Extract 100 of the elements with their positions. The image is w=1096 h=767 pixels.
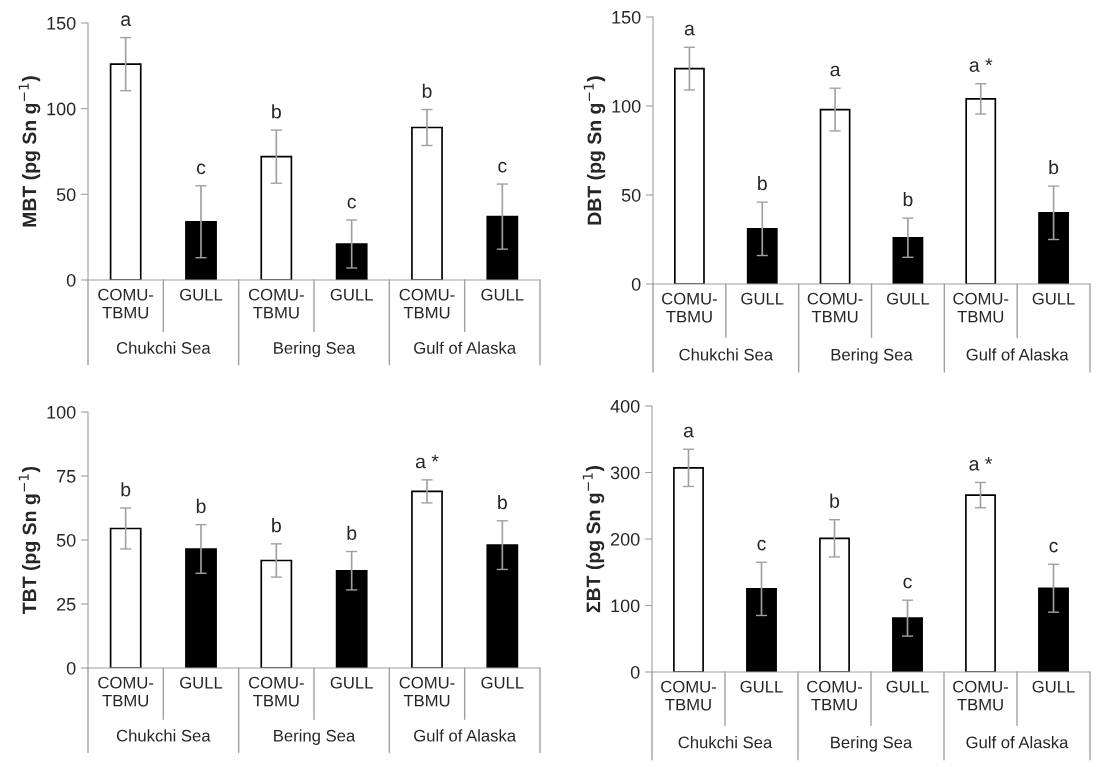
text: Chukchi Sea xyxy=(116,341,211,354)
bar xyxy=(746,227,778,284)
data-label: b xyxy=(498,494,507,510)
x-tick-label: GULL xyxy=(886,680,929,693)
x-tick-label: GULL xyxy=(180,288,223,301)
x-tick-label: COMU- TBMU xyxy=(661,680,716,711)
bar xyxy=(674,67,705,284)
x-tick-label: COMU- TBMU xyxy=(248,676,304,707)
text: Chukchi Sea xyxy=(679,348,774,361)
text: Bering Sea xyxy=(274,341,356,358)
y-tick-label: 0 xyxy=(630,665,640,679)
data-label: b xyxy=(272,518,281,533)
y-tick-label: 100 xyxy=(612,99,641,113)
data-label: c xyxy=(1049,541,1058,553)
bar xyxy=(965,98,997,284)
bar xyxy=(185,220,217,280)
y-tick-label: 100 xyxy=(611,599,640,613)
data-label: c xyxy=(347,197,357,209)
bar xyxy=(185,548,217,668)
x-tick-label: COMU- TBMU xyxy=(98,288,154,319)
bar xyxy=(335,569,368,668)
data-label: a xyxy=(683,426,694,438)
x-tick-label: COMU- TBMU xyxy=(953,680,1008,711)
y-tick-label: 0 xyxy=(66,661,76,675)
data-label: c xyxy=(903,577,912,589)
data-label: b xyxy=(830,493,840,508)
bar xyxy=(673,467,704,672)
data-label: a * xyxy=(969,457,993,471)
y-tick-label: 100 xyxy=(47,102,76,116)
x-tick-label: GULL xyxy=(180,676,223,689)
data-label: b xyxy=(121,482,131,497)
bar xyxy=(746,588,777,672)
y-tick-label: 50 xyxy=(56,533,76,547)
y-tick-label: 0 xyxy=(631,277,641,291)
y-tick-label: 50 xyxy=(621,188,641,202)
x-tick-label: GULL xyxy=(740,680,783,693)
bar xyxy=(965,494,996,672)
bar xyxy=(1038,211,1069,284)
x-tick-label: GULL xyxy=(886,292,930,305)
bar xyxy=(260,155,293,280)
data-label: b xyxy=(1049,159,1059,175)
x-tick-label: COMU- TBMU xyxy=(248,288,304,319)
x-tick-label: COMU- TBMU xyxy=(399,676,455,707)
y-tick-label: 400 xyxy=(610,399,640,413)
bar xyxy=(260,559,293,668)
x-tick-label: GULL xyxy=(481,288,524,301)
data-label: b xyxy=(272,104,281,119)
text: Gulf of Alaska xyxy=(966,348,1069,361)
text: Gulf of Alaska xyxy=(966,736,1069,749)
x-tick-label: COMU- TBMU xyxy=(807,680,862,711)
x-tick-label: GULL xyxy=(330,288,373,301)
data-label: b xyxy=(422,83,432,98)
data-label: a xyxy=(830,65,841,77)
x-tick-label: GULL xyxy=(330,676,373,689)
y-tick-label: 0 xyxy=(66,273,76,287)
x-tick-label: GULL xyxy=(481,676,524,689)
text: Bering Sea xyxy=(831,736,913,752)
text: Chukchi Sea xyxy=(678,736,773,749)
y-tick-label: 50 xyxy=(56,188,76,202)
bar xyxy=(411,126,443,280)
bar xyxy=(411,490,443,668)
y-axis-title: ΣBT (pg Sn g$^{−1}$) xyxy=(582,466,605,613)
x-tick-label: GULL xyxy=(741,292,784,305)
data-label: c xyxy=(757,539,766,551)
y-tick-label: 100 xyxy=(47,405,76,419)
bar xyxy=(819,108,851,284)
y-axis-title: TBT (pg Sn g$^{−1}$) xyxy=(18,466,41,614)
bar xyxy=(892,236,924,284)
y-tick-label: 200 xyxy=(610,532,640,546)
x-tick-label: COMU- TBMU xyxy=(399,288,455,319)
data-label: b xyxy=(196,498,206,514)
bar xyxy=(486,215,519,280)
bar xyxy=(109,63,142,280)
x-tick-label: COMU- TBMU xyxy=(807,292,863,323)
data-label: b xyxy=(758,175,767,191)
x-tick-label: GULL xyxy=(1032,292,1075,305)
data-label: a * xyxy=(415,454,439,469)
data-label: b xyxy=(347,525,357,540)
text: Gulf of Alaska xyxy=(414,341,517,354)
data-label: a xyxy=(684,24,695,36)
bar xyxy=(819,537,850,672)
y-tick-label: 75 xyxy=(57,470,76,483)
x-tick-label: COMU- TBMU xyxy=(662,292,717,323)
x-tick-label: GULL xyxy=(1032,680,1075,693)
text: Bering Sea xyxy=(831,348,913,364)
data-label: c xyxy=(196,163,206,175)
data-label: a * xyxy=(969,58,993,72)
y-tick-label: 150 xyxy=(47,16,76,30)
data-label: a xyxy=(121,15,132,27)
bar xyxy=(1038,587,1069,672)
text: Chukchi Sea xyxy=(116,729,211,742)
y-tick-label: 300 xyxy=(610,466,640,480)
text: Gulf of Alaska xyxy=(414,729,517,742)
bar xyxy=(109,527,142,668)
bar xyxy=(335,243,368,280)
x-tick-label: COMU- TBMU xyxy=(98,676,154,707)
data-label: c xyxy=(498,161,507,173)
y-axis-title: DBT (pg Sn g$^{−1}$) xyxy=(583,76,606,225)
data-label: b xyxy=(903,192,913,207)
x-tick-label: COMU- TBMU xyxy=(953,292,1009,323)
